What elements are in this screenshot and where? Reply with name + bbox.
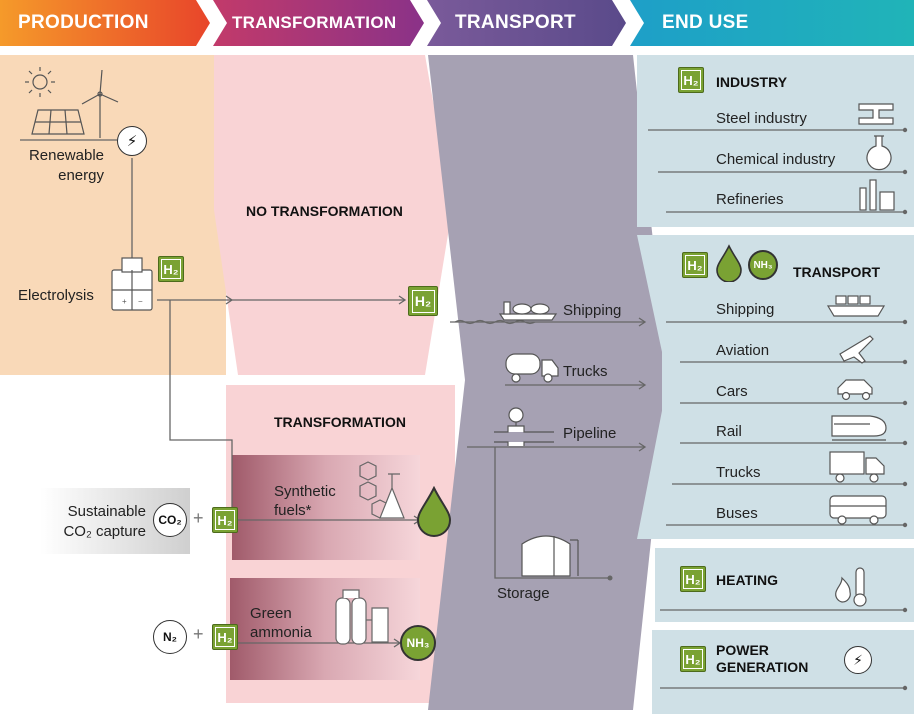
h2-icon-electrolysis: H₂ xyxy=(158,256,184,282)
h2-icon-transport-end: H₂ xyxy=(682,252,708,278)
sustainable-line2: CO₂ capture xyxy=(63,523,146,540)
transport-shipping-label: Shipping xyxy=(563,302,622,319)
ship-icon xyxy=(498,301,558,321)
co2-icon: CO₂ xyxy=(153,503,187,537)
production-header-bg xyxy=(0,0,210,46)
truck-icon xyxy=(829,451,885,483)
refinery-icon xyxy=(859,179,895,211)
electrolysis-label: Electrolysis xyxy=(18,287,94,304)
industry-title: INDUSTRY xyxy=(716,74,788,90)
fuel-drop-icon xyxy=(416,486,452,537)
airplane-icon xyxy=(839,335,874,364)
storage-tank-icon xyxy=(521,535,579,577)
solar-panel-icon xyxy=(25,67,85,135)
header-transport: TRANSPORT xyxy=(455,12,576,33)
plus-sign-co2: + xyxy=(193,508,204,528)
line-electrolysis-down xyxy=(169,300,233,520)
svg-text:−: − xyxy=(138,297,143,306)
transformation-header-bg xyxy=(213,0,424,46)
wind-turbine-icon xyxy=(81,69,119,138)
n2-icon: N₂ xyxy=(153,620,187,654)
green-ammonia-label: Green ammonia xyxy=(250,604,312,642)
end-use-header-bg xyxy=(630,0,914,46)
power-generation-title: POWER GENERATION xyxy=(716,642,808,676)
no-transformation-label: NO TRANSFORMATION xyxy=(246,203,403,219)
cargo-ship-icon xyxy=(826,295,886,317)
svg-text:+: + xyxy=(122,297,127,306)
bus-icon xyxy=(829,495,887,525)
header-production: PRODUCTION xyxy=(18,12,149,33)
end-use-cars-label: Cars xyxy=(716,383,748,400)
header-end-use: END USE xyxy=(662,12,749,33)
end-use-chemical-label: Chemical industry xyxy=(716,151,836,168)
h2-icon-synthetic: H₂ xyxy=(212,507,238,533)
h2-icon-heating: H₂ xyxy=(680,566,706,592)
ammonia-line1: Green xyxy=(250,605,292,622)
train-icon xyxy=(831,415,887,441)
end-use-aviation-label: Aviation xyxy=(716,342,770,359)
power-lightning-icon: ⚡ xyxy=(844,646,872,674)
transport-header-bg xyxy=(427,0,626,46)
transport-pipeline-label: Pipeline xyxy=(563,425,617,442)
h2-icon-ammonia: H₂ xyxy=(212,624,238,650)
synthetic-line2: fuels* xyxy=(274,502,312,519)
transport-end-box xyxy=(662,235,914,539)
power-line1: POWER xyxy=(716,642,769,658)
h2-icon-power: H₂ xyxy=(680,646,706,672)
end-use-buses-label: Buses xyxy=(716,505,758,522)
sustainable-line1: Sustainable xyxy=(67,503,146,520)
flask-icon xyxy=(866,135,892,171)
water-wave xyxy=(454,319,536,325)
pipeline-valve-icon xyxy=(494,407,554,446)
header-transformation: TRANSFORMATION xyxy=(232,13,397,32)
transport-end-box-arrow xyxy=(637,235,668,539)
end-use-rail-label: Rail xyxy=(716,423,742,440)
end-use-refineries-label: Refineries xyxy=(716,191,784,208)
renewable-line1: Renewable xyxy=(28,147,104,164)
nh3-icon-transport-end: NH₃ xyxy=(748,250,778,280)
line-storage xyxy=(494,447,610,579)
synthetic-fuels-band xyxy=(232,455,420,560)
flame-thermometer-icon xyxy=(835,567,867,607)
electrolyser-icon: + − xyxy=(111,257,153,311)
heating-title: HEATING xyxy=(716,572,778,588)
h2-icon-industry: H₂ xyxy=(678,67,704,93)
tanker-truck-icon xyxy=(505,353,559,383)
plus-sign-n2: + xyxy=(193,624,204,644)
car-icon xyxy=(837,379,873,401)
transformation-label: TRANSFORMATION xyxy=(274,414,406,430)
end-use-steel-label: Steel industry xyxy=(716,110,807,127)
ammonia-line2: ammonia xyxy=(250,624,312,641)
transport-end-title: TRANSPORT xyxy=(793,264,881,280)
end-use-trucks-label: Trucks xyxy=(716,464,761,481)
lightning-icon: ⚡ xyxy=(117,126,147,156)
power-box xyxy=(652,630,914,714)
synthetic-fuel-drop-icon xyxy=(716,244,742,282)
transport-trucks-label: Trucks xyxy=(563,363,608,380)
synthetic-line1: Synthetic xyxy=(274,483,336,500)
nh3-icon-output: NH₃ xyxy=(400,625,436,661)
renewable-energy-label: Renewable energy xyxy=(18,146,104,186)
transformation-top-panel xyxy=(214,55,452,375)
chemistry-flask-icon xyxy=(359,461,405,519)
h2-icon-output: H₂ xyxy=(408,286,438,316)
production-panel xyxy=(0,55,226,375)
gas-tanks-icon xyxy=(335,589,389,645)
steel-beam-icon xyxy=(858,103,894,125)
power-line2: GENERATION xyxy=(716,659,809,675)
end-use-shipping-label: Shipping xyxy=(716,301,775,318)
synthetic-fuels-label: Synthetic fuels* xyxy=(274,482,336,520)
renewable-line2: energy xyxy=(58,167,104,184)
transport-storage-label: Storage xyxy=(497,585,550,602)
green-ammonia-band xyxy=(230,578,420,680)
sustainable-co2-capture-label: Sustainable CO₂ capture xyxy=(48,502,146,542)
